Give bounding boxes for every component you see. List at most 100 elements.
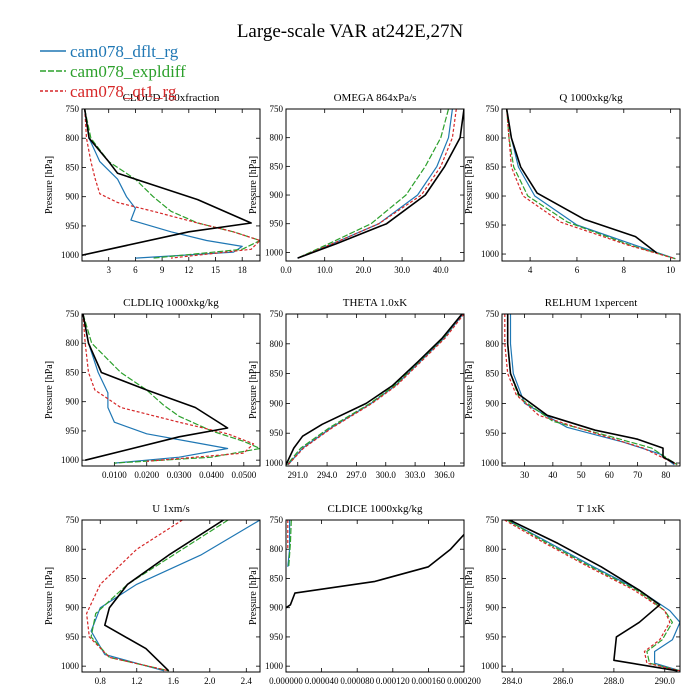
- y-tick-label: 900: [66, 192, 80, 202]
- x-tick-label: 1.2: [131, 676, 142, 686]
- series-line-cam078-qt1-rg: [504, 314, 678, 466]
- panel-frame: [501, 108, 681, 262]
- series-group: [504, 520, 680, 672]
- y-tick-label: 800: [66, 338, 80, 348]
- x-tick-label: 1.6: [168, 676, 180, 686]
- y-tick-label: 1000: [61, 250, 80, 260]
- x-tick-label: 2.0: [204, 676, 216, 686]
- x-tick-label: 0.000000: [269, 676, 303, 686]
- series-group: [286, 314, 464, 466]
- x-tick-label: 10: [666, 265, 676, 275]
- series-line-cam078-qt1-rg: [85, 520, 183, 672]
- y-tick-label: 850: [486, 573, 500, 583]
- y-tick-label: 800: [66, 133, 80, 143]
- legend-label: cam078_qt1_rg: [70, 82, 177, 101]
- x-tick-label: 6: [575, 265, 580, 275]
- panel-frame: [285, 313, 465, 467]
- y-axis-label: Pressure [hPa]: [44, 156, 55, 214]
- y-tick-label: 800: [486, 339, 500, 349]
- series-line-obs: [506, 314, 675, 464]
- panel-title: RELHUM 1xpercent: [545, 297, 638, 309]
- series-line-cam078-dflt-rg: [506, 520, 680, 672]
- y-tick-label: 1000: [265, 247, 284, 257]
- y-tick-label: 850: [270, 573, 284, 583]
- x-tick-label: 10.0: [317, 265, 333, 275]
- y-tick-label: 1000: [61, 455, 80, 465]
- series-line-cam078-expldiff: [506, 109, 676, 260]
- y-tick-label: 900: [486, 191, 500, 201]
- x-tick-label: 0.0500: [231, 470, 256, 480]
- series-group: [85, 520, 260, 672]
- series-line-cam078-expldiff: [82, 314, 260, 464]
- y-tick-label: 750: [486, 309, 500, 319]
- x-tick-label: 6: [133, 265, 138, 275]
- panel-title: T 1xK: [577, 503, 605, 515]
- x-tick-label: 0.000200: [447, 676, 481, 686]
- y-tick-label: 950: [270, 428, 284, 438]
- series-group: [82, 314, 260, 464]
- series-line-cam078-qt1-rg: [84, 109, 260, 259]
- y-axis-label: Pressure [hPa]: [44, 567, 55, 625]
- series-line-obs: [286, 534, 464, 609]
- y-tick-label: 950: [66, 426, 80, 436]
- legend-label: cam078_dflt_rg: [70, 42, 179, 61]
- y-tick-label: 850: [270, 161, 284, 171]
- x-tick-label: 0.0300: [167, 470, 192, 480]
- figure-title: Large-scale VAR at242E,27N: [237, 21, 464, 42]
- panel-frame: [81, 108, 261, 262]
- y-axis-label: Pressure [hPa]: [248, 361, 259, 419]
- panel-8: CLDICE 1000xkg/kg Pressure [hPa] 750 800 850…: [248, 503, 481, 686]
- series-line-cam078-qt1-rg: [287, 314, 464, 466]
- x-tick-label: 40: [548, 470, 558, 480]
- x-tick-label: 300.0: [376, 470, 397, 480]
- y-axis-label: Pressure [hPa]: [464, 156, 475, 214]
- panel-title: U 1xm/s: [152, 503, 190, 515]
- panel-title: CLDICE 1000xkg/kg: [327, 503, 423, 515]
- series-line-cam078-expldiff: [507, 314, 678, 466]
- panel-title: OMEGA 864xPa/s: [334, 92, 417, 104]
- y-tick-label: 1000: [481, 661, 500, 671]
- y-tick-label: 1000: [481, 249, 500, 259]
- y-tick-label: 750: [486, 515, 500, 525]
- y-tick-label: 750: [66, 104, 80, 114]
- x-tick-label: 284.0: [502, 676, 523, 686]
- panel-5: THETA 1.0xK Pressure [hPa] 750 800 850 900 950…: [248, 297, 465, 480]
- x-tick-label: 30.0: [394, 265, 410, 275]
- y-tick-label: 750: [66, 309, 80, 319]
- y-tick-label: 1000: [481, 458, 500, 468]
- y-tick-label: 800: [270, 133, 284, 143]
- y-tick-label: 900: [66, 397, 80, 407]
- panel-1: CLOUD 100xfraction Pressure [hPa] 750 800 85…: [44, 92, 261, 275]
- x-tick-label: 291.0: [288, 470, 309, 480]
- y-axis-label: Pressure [hPa]: [464, 361, 475, 419]
- x-tick-label: 286.0: [553, 676, 574, 686]
- series-line-obs: [297, 109, 464, 259]
- y-tick-label: 750: [66, 515, 80, 525]
- series-line-cam078-dflt-rg: [90, 520, 260, 672]
- y-tick-label: 850: [66, 573, 80, 583]
- y-tick-label: 850: [66, 367, 80, 377]
- x-tick-label: 297.0: [346, 470, 367, 480]
- legend-label: cam078_expldiff: [70, 62, 186, 81]
- x-tick-label: 0.000080: [340, 676, 374, 686]
- x-tick-label: 0.000120: [376, 676, 410, 686]
- panel-7: U 1xm/s Pressure [hPa] 750 800 850 900 950 1000…: [44, 503, 261, 686]
- y-tick-label: 800: [270, 544, 284, 554]
- y-tick-label: 900: [486, 398, 500, 408]
- series-line-cam078-expldiff: [90, 520, 229, 672]
- panel-frame: [501, 313, 681, 467]
- y-axis-label: Pressure [hPa]: [44, 361, 55, 419]
- panel-frame: [81, 313, 261, 467]
- y-tick-label: 950: [486, 428, 500, 438]
- series-line-cam078-expldiff: [297, 109, 450, 259]
- x-tick-label: 70: [633, 470, 643, 480]
- x-tick-label: 306.0: [434, 470, 455, 480]
- panel-6: RELHUM 1xpercent Pressure [hPa] 750 800 850 9…: [464, 297, 681, 480]
- y-tick-label: 900: [66, 603, 80, 613]
- series-line-cam078-dflt-rg: [84, 109, 243, 259]
- y-tick-label: 850: [270, 369, 284, 379]
- series-line-obs: [505, 109, 658, 254]
- y-tick-label: 950: [66, 632, 80, 642]
